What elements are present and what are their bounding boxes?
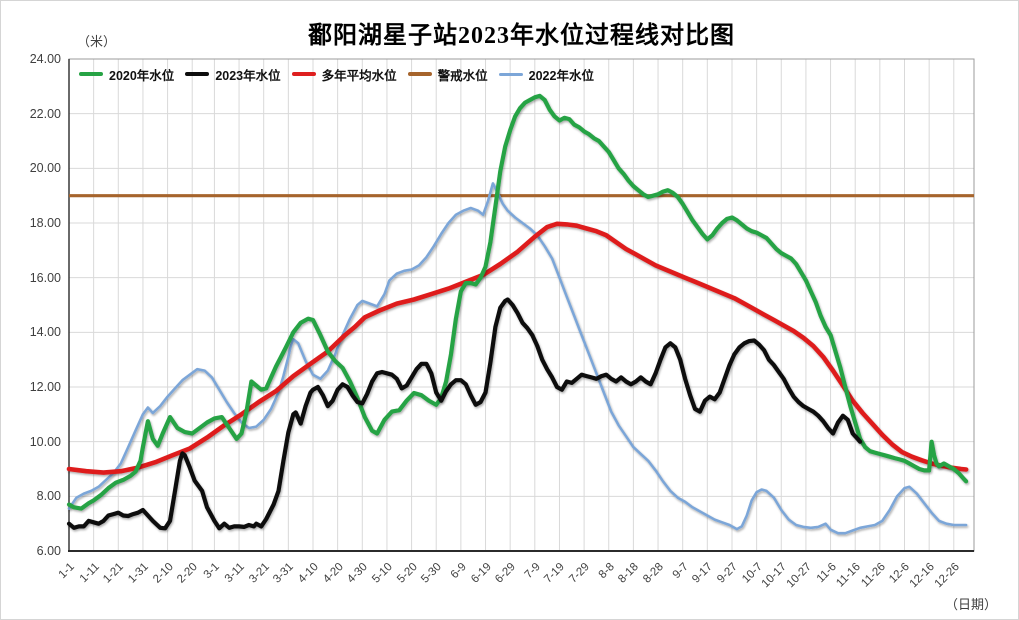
series-line-2022年水位 bbox=[67, 182, 968, 535]
series-line-2020年水位 bbox=[66, 93, 969, 511]
y-axis-unit-label: （米） bbox=[77, 34, 117, 49]
legend-item: 多年平均水位 bbox=[291, 65, 397, 84]
y-tick-label: 10.00 bbox=[29, 434, 61, 449]
legend-item: 2020年水位 bbox=[79, 65, 174, 84]
legend-item: 警戒水位 bbox=[407, 65, 488, 84]
legend-line-swatch bbox=[291, 72, 316, 76]
y-tick-label: 18.00 bbox=[29, 216, 61, 230]
chart-title: 鄱阳湖星子站2023年水位过程线对比图 bbox=[308, 23, 735, 49]
y-tick-label: 24.00 bbox=[29, 52, 61, 66]
y-tick-label: 16.00 bbox=[29, 270, 61, 285]
x-axis-unit-label: （日期） bbox=[945, 597, 998, 612]
y-tick-label: 12.00 bbox=[29, 380, 61, 394]
legend-line-swatch bbox=[185, 72, 210, 76]
y-tick-label: 8.00 bbox=[36, 489, 61, 504]
legend-item-label: 2023年水位 bbox=[215, 68, 281, 83]
series-line-多年平均水位 bbox=[66, 221, 969, 475]
y-tick-label: 6.00 bbox=[36, 544, 61, 558]
y-tick-label: 20.00 bbox=[29, 161, 61, 176]
legend-item-label: 多年平均水位 bbox=[321, 68, 397, 83]
legend: 2020年水位 2023年水位 多年平均水位 警戒水位 2022年水位 bbox=[79, 65, 594, 83]
legend-line-swatch bbox=[407, 72, 432, 76]
legend-item-label: 2020年水位 bbox=[109, 68, 175, 83]
legend-line-swatch bbox=[79, 72, 103, 76]
legend-item: 2022年水位 bbox=[498, 65, 594, 84]
legend-line-swatch bbox=[498, 72, 523, 76]
legend-item-label: 2022年水位 bbox=[528, 68, 594, 83]
plot-border bbox=[68, 58, 975, 552]
series-line-2023年水位 bbox=[66, 297, 863, 531]
y-tick-label: 22.00 bbox=[29, 106, 61, 121]
legend-item-label: 警戒水位 bbox=[437, 68, 488, 83]
y-tick-label: 14.00 bbox=[29, 325, 61, 340]
legend-item: 2023年水位 bbox=[185, 65, 281, 84]
